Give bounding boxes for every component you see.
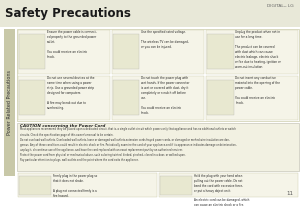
FancyBboxPatch shape bbox=[19, 34, 45, 69]
Text: 11: 11 bbox=[286, 191, 293, 196]
Text: Do not touch the power plug with
wet hands. If the power connector
is wet or cov: Do not touch the power plug with wet han… bbox=[141, 76, 189, 114]
Text: Safety Precautions: Safety Precautions bbox=[5, 7, 131, 20]
FancyBboxPatch shape bbox=[206, 30, 298, 74]
Text: Ensure the power cable is connect-
ed properly to the grounded power
outlet.

Yo: Ensure the power cable is connect- ed pr… bbox=[47, 30, 97, 59]
FancyBboxPatch shape bbox=[113, 34, 139, 69]
Text: Power Related Precautions: Power Related Precautions bbox=[7, 70, 12, 135]
FancyBboxPatch shape bbox=[113, 80, 139, 114]
FancyBboxPatch shape bbox=[206, 76, 298, 120]
FancyBboxPatch shape bbox=[19, 176, 51, 195]
FancyBboxPatch shape bbox=[207, 80, 234, 114]
FancyBboxPatch shape bbox=[0, 0, 300, 27]
Text: Hold the plug with your hand when
pulling out the power cable. Do not
bend the c: Hold the plug with your hand when pullin… bbox=[194, 174, 249, 207]
Text: Use the specified rated voltage.

The wireless TV can be damaged,
or you can be : Use the specified rated voltage. The wir… bbox=[141, 30, 189, 49]
FancyBboxPatch shape bbox=[18, 30, 110, 74]
FancyBboxPatch shape bbox=[4, 29, 15, 176]
FancyBboxPatch shape bbox=[18, 173, 157, 197]
Text: Firmly plug in the power plug so
that it does not shake.

A plug not connected f: Firmly plug in the power plug so that it… bbox=[52, 174, 97, 198]
FancyBboxPatch shape bbox=[0, 0, 300, 199]
Text: Do not insert any conductive
material into the opening of the
power cable.

You : Do not insert any conductive material in… bbox=[236, 76, 280, 105]
Text: DIGITALₘ LG: DIGITALₘ LG bbox=[267, 4, 293, 8]
Text: CAUTION concerning the Power Cord: CAUTION concerning the Power Cord bbox=[20, 124, 105, 128]
FancyBboxPatch shape bbox=[160, 176, 192, 195]
Text: Most appliances recommend they be placed upon a dedicated circuit, that is, a si: Most appliances recommend they be placed… bbox=[20, 127, 236, 162]
FancyBboxPatch shape bbox=[207, 34, 234, 69]
Text: Unplug the product when not in
use for a long time.

The product can be covered
: Unplug the product when not in use for a… bbox=[236, 30, 281, 69]
FancyBboxPatch shape bbox=[18, 76, 110, 120]
FancyBboxPatch shape bbox=[159, 173, 298, 197]
FancyBboxPatch shape bbox=[112, 76, 204, 120]
FancyBboxPatch shape bbox=[16, 123, 299, 171]
FancyBboxPatch shape bbox=[112, 30, 204, 74]
Text: Do not use several devices at the
same time when using a power
strip. Use a grou: Do not use several devices at the same t… bbox=[47, 76, 94, 110]
FancyBboxPatch shape bbox=[19, 80, 45, 114]
